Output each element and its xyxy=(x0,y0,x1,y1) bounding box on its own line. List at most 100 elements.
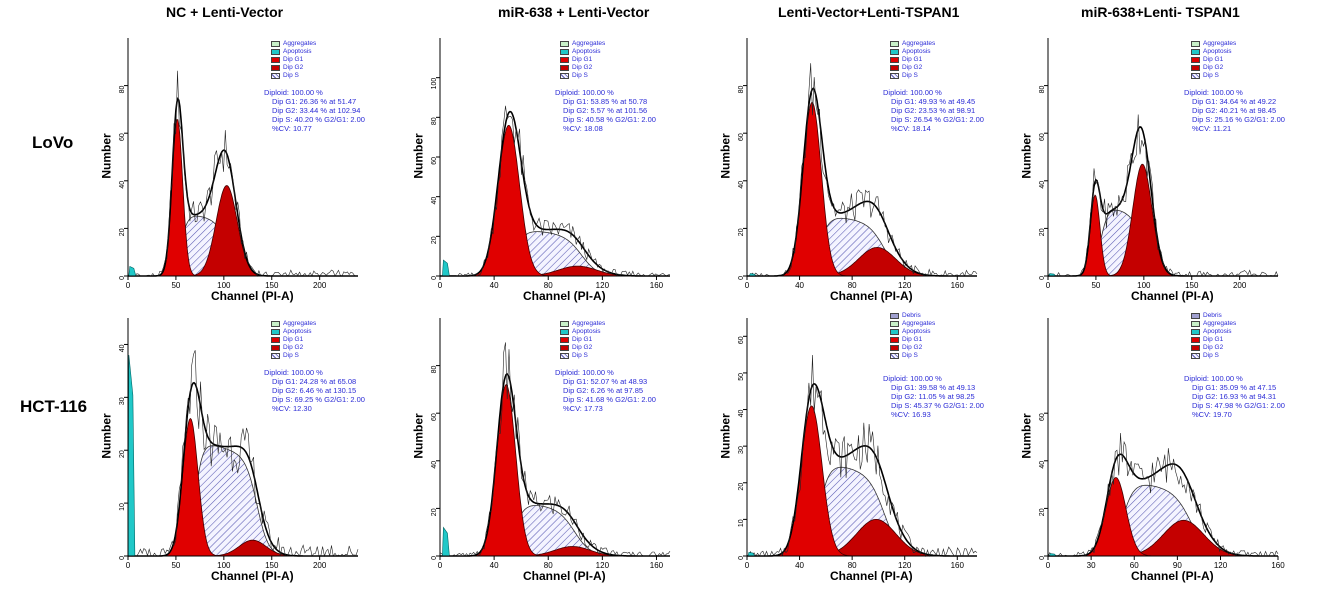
x-tick-label: 200 xyxy=(313,561,327,570)
legend: Aggregates Apoptosis Dip G1 Dip G2 Dip S xyxy=(271,320,316,360)
legend-entry: Dip S xyxy=(890,72,935,80)
stat-line: Dip S: 41.68 % G2/G1: 2.00 xyxy=(563,395,656,404)
fit-statistics: Diploid: 100.00 % Dip G1: 52.07 % at 48.9… xyxy=(555,368,656,413)
legend-swatch xyxy=(560,65,569,71)
x-tick-label: 120 xyxy=(898,561,912,570)
y-tick-label: 80 xyxy=(738,86,745,94)
stat-line: Dip G1: 26.36 % at 51.47 xyxy=(272,97,357,106)
y-tick-label: 60 xyxy=(431,157,438,165)
raw-histogram xyxy=(747,354,978,558)
stat-line: Dip G1: 24.28 % at 65.08 xyxy=(272,377,357,386)
stat-line: Diploid: 100.00 % xyxy=(264,88,323,97)
legend-label: Dip S xyxy=(902,72,918,79)
fit-statistics: Diploid: 100.00 % Dip G1: 39.58 % at 49.1… xyxy=(883,374,984,419)
legend-label: Dip S xyxy=(572,352,588,359)
legend-label: Debris xyxy=(1203,312,1222,319)
legend-swatch xyxy=(560,345,569,351)
stat-line: Dip G2: 16.93 % at 94.31 xyxy=(1192,392,1277,401)
legend-entry: Dip G2 xyxy=(560,64,605,72)
legend-swatch xyxy=(890,49,899,55)
x-tick-label: 160 xyxy=(650,281,664,290)
y-tick-label: 60 xyxy=(431,413,438,421)
stat-line: Dip G1: 53.85 % at 50.78 xyxy=(563,97,648,106)
legend-entry: Dip G2 xyxy=(890,344,935,352)
y-tick-label: 100 xyxy=(431,78,438,90)
legend-swatch xyxy=(890,313,899,319)
y-tick-label: 20 xyxy=(738,228,745,236)
legend-label: Apoptosis xyxy=(572,328,601,335)
x-tick-label: 80 xyxy=(848,561,857,570)
legend-swatch xyxy=(560,73,569,79)
y-tick-label: 80 xyxy=(1039,86,1046,94)
x-tick-label: 150 xyxy=(1185,281,1199,290)
x-tick-label: 0 xyxy=(745,281,750,290)
stat-line: Dip S: 40.58 % G2/G1: 2.00 xyxy=(563,115,656,124)
legend-swatch xyxy=(271,73,280,79)
x-tick-label: 150 xyxy=(265,561,279,570)
legend-entry: Dip S xyxy=(560,352,605,360)
histogram-panel: 0 40 80 120 160 0 20 40 60 80 Channel (PI-A) Number… xyxy=(719,38,984,303)
legend-label: Dip S xyxy=(1203,72,1219,79)
legend-swatch xyxy=(890,329,899,335)
legend-swatch xyxy=(1191,321,1200,327)
legend-label: Aggregates xyxy=(902,40,936,47)
legend-label: Dip G1 xyxy=(1203,56,1224,63)
fit-statistics: Diploid: 100.00 % Dip G1: 49.93 % at 49.4… xyxy=(883,88,984,133)
legend-label: Dip S xyxy=(572,72,588,79)
legend-label: Dip G2 xyxy=(283,64,304,71)
legend-label: Aggregates xyxy=(283,320,317,327)
legend-label: Dip G1 xyxy=(572,336,593,343)
x-tick-label: 0 xyxy=(126,561,131,570)
stat-line: Dip G1: 34.64 % at 49.22 xyxy=(1192,97,1277,106)
y-tick-label: 60 xyxy=(738,133,745,141)
stat-line: Dip S: 40.20 % G2/G1: 2.00 xyxy=(272,115,365,124)
legend-swatch xyxy=(1191,41,1200,47)
y-axis-label: Number xyxy=(411,413,426,459)
legend: Aggregates Apoptosis Dip G1 Dip G2 Dip S xyxy=(271,40,316,80)
x-tick-label: 80 xyxy=(848,281,857,290)
y-tick-label: 60 xyxy=(1039,133,1046,141)
legend-label: Apoptosis xyxy=(283,48,312,55)
fit-statistics: Diploid: 100.00 % Dip G1: 24.28 % at 65.0… xyxy=(264,368,365,413)
x-tick-label: 0 xyxy=(1046,561,1051,570)
legend-entry: Dip S xyxy=(560,72,605,80)
stat-line: Dip G1: 39.58 % at 49.13 xyxy=(891,383,976,392)
legend-entry: Dip G2 xyxy=(271,64,316,72)
y-tick-label: 60 xyxy=(1039,413,1046,421)
x-tick-label: 200 xyxy=(313,281,327,290)
x-tick-label: 40 xyxy=(795,281,804,290)
histogram-plot: 0 50 100 150 200 0 20 40 60 80 xyxy=(119,38,358,290)
stat-line: Dip S: 45.37 % G2/G1: 2.00 xyxy=(891,401,984,410)
y-tick-label: 30 xyxy=(738,446,745,454)
x-tick-label: 40 xyxy=(490,561,499,570)
legend-entry: Dip G2 xyxy=(1191,344,1236,352)
s-phase-area xyxy=(440,505,670,557)
legend-entry: Apoptosis xyxy=(560,48,605,56)
x-tick-label: 100 xyxy=(1137,281,1151,290)
legend-swatch xyxy=(560,337,569,343)
y-tick-label: 40 xyxy=(738,409,745,417)
legend-entry: Dip S xyxy=(1191,352,1236,360)
x-axis-label: Channel (PI-A) xyxy=(1131,289,1214,303)
legend-label: Aggregates xyxy=(1203,40,1237,47)
x-tick-label: 90 xyxy=(1173,561,1182,570)
stat-line: Dip G2: 40.21 % at 98.45 xyxy=(1192,106,1277,115)
fit-statistics: Diploid: 100.00 % Dip G1: 26.36 % at 51.4… xyxy=(264,88,365,133)
legend-entry: Dip G2 xyxy=(560,344,605,352)
y-tick-label: 60 xyxy=(119,133,126,141)
row-label: HCT-116 xyxy=(20,397,88,416)
x-tick-label: 120 xyxy=(596,281,610,290)
y-tick-label: 20 xyxy=(431,508,438,516)
legend-label: Aggregates xyxy=(1203,320,1237,327)
y-axis-label: Number xyxy=(718,413,733,459)
legend-label: Dip G1 xyxy=(902,56,923,63)
x-tick-label: 160 xyxy=(650,561,664,570)
histogram-plot: 0 30 60 90 120 160 0 20 40 60 xyxy=(1039,318,1285,570)
x-axis-label: Channel (PI-A) xyxy=(830,289,913,303)
legend-label: Apoptosis xyxy=(283,328,312,335)
histogram-plot: 0 40 80 120 160 0 10 20 30 40 50 60 xyxy=(738,318,978,570)
legend-entry: Dip G1 xyxy=(271,336,316,344)
legend-entry: Aggregates xyxy=(1191,320,1236,328)
histogram-plot: 0 50 100 150 200 0 20 40 60 80 xyxy=(1039,38,1279,290)
x-tick-label: 0 xyxy=(438,561,443,570)
